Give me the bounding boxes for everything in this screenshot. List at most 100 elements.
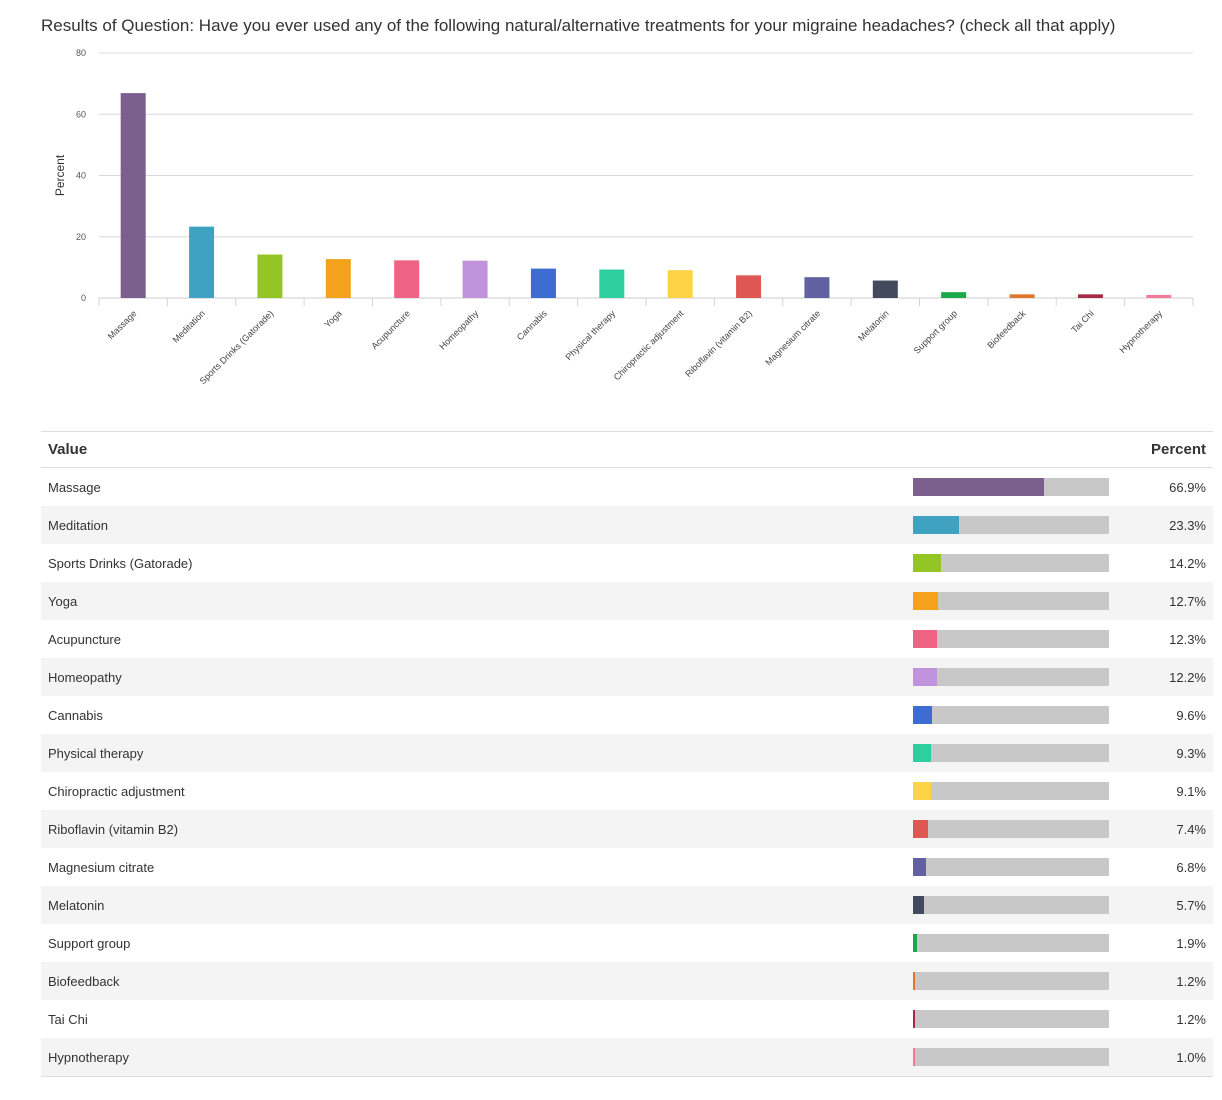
bar-cell: [913, 848, 1109, 886]
value-cell: Yoga: [41, 582, 913, 620]
percent-cell: 1.2%: [1109, 962, 1213, 1000]
table-row: Acupuncture 12.3%: [41, 620, 1213, 658]
value-cell: Chiropractic adjustment: [48, 783, 185, 799]
value-cell: Sports Drinks (Gatorade): [48, 555, 193, 571]
percent-bar-fill: [913, 706, 932, 724]
table-row: Meditation 23.3%: [41, 506, 1213, 544]
value-cell: Meditation: [41, 506, 913, 544]
value-cell: Biofeedback: [41, 962, 913, 1000]
percent-bar-fill: [913, 782, 931, 800]
page-title: Results of Question: Have you ever used …: [41, 16, 1116, 35]
value-cell: Riboflavin (vitamin B2): [41, 810, 913, 848]
x-tick-label: Support group: [912, 308, 959, 355]
bar-riboflavin-vitamin-b2-: [736, 275, 762, 298]
percent-bar-track: [913, 820, 1109, 838]
percent-bar-track: [913, 516, 1109, 534]
table-row: Hypnotherapy 1.0%: [41, 1038, 1213, 1077]
results-table: Value Percent Massage 66.9% Meditation 23.3…: [41, 431, 1213, 1077]
x-tick-label: Melatonin: [856, 308, 891, 343]
value-cell: Support group: [48, 935, 131, 951]
bar-cell: [913, 924, 1109, 962]
x-tick-label: Hypnotherapy: [1118, 308, 1165, 355]
percent-bar-track: [913, 934, 1109, 952]
percent-cell: 1.9%: [1176, 935, 1206, 951]
y-tick-label: 0: [81, 293, 86, 303]
percent-bar-track: [913, 478, 1109, 496]
bar-cell: [913, 468, 1109, 507]
bar-cell: [913, 506, 1109, 544]
value-cell: Hypnotherapy: [41, 1038, 913, 1077]
bar-physical-therapy: [599, 269, 625, 298]
percent-cell: 23.3%: [1109, 506, 1213, 544]
percent-bar-track: [913, 706, 1109, 724]
bar-hypnotherapy: [1146, 294, 1172, 298]
bar-cell: [913, 886, 1109, 924]
bar-cell: [913, 734, 1109, 772]
table-row: Support group 1.9%: [41, 924, 1213, 962]
percent-bar-fill: [913, 630, 938, 648]
y-tick-label: 40: [76, 171, 86, 181]
percent-bar-fill: [913, 896, 925, 914]
bar-tai-chi: [1077, 294, 1103, 298]
percent-bar-track: [913, 858, 1109, 876]
value-cell: Magnesium citrate: [48, 859, 155, 875]
value-cell: Physical therapy: [41, 734, 913, 772]
percent-cell: 14.2%: [1169, 555, 1206, 571]
bar-cannabis: [530, 268, 556, 298]
x-tick-label: Magnesium citrate: [763, 308, 822, 367]
percent-bar-track: [913, 744, 1109, 762]
percent-cell: 9.6%: [1176, 707, 1206, 723]
x-tick-label: Sports Drinks (Gatorade): [198, 308, 276, 386]
bar-acupuncture: [394, 260, 420, 298]
x-tick-label: Acupuncture: [369, 308, 412, 351]
bar-cell: [913, 772, 1109, 810]
value-cell: Homeopathy: [41, 658, 913, 696]
table-row: Melatonin 5.7%: [41, 886, 1213, 924]
bar-meditation: [189, 226, 215, 298]
table-row: Massage 66.9%: [41, 468, 1213, 507]
table-header: Value Percent: [41, 431, 1213, 468]
x-tick-label: Meditation: [171, 308, 207, 344]
percent-bar-track: [913, 782, 1109, 800]
table-row: Homeopathy 12.2%: [41, 658, 1213, 696]
bar-homeopathy: [462, 260, 488, 298]
percent-cell: 1.2%: [1176, 1011, 1206, 1027]
bar-header: [913, 431, 1109, 468]
bar-cell: [913, 962, 1109, 1000]
percent-cell: 12.2%: [1109, 658, 1213, 696]
percent-bar-track: [913, 896, 1109, 914]
x-tick-label: Cannabis: [515, 308, 549, 342]
percent-cell: 1.0%: [1109, 1038, 1213, 1077]
x-tick-label: Chiropractic adjustment: [612, 308, 686, 382]
value-cell: Massage: [48, 479, 101, 495]
percent-cell: 7.4%: [1109, 810, 1213, 848]
percent-bar-track: [913, 1010, 1109, 1028]
percent-bar-track: [913, 668, 1109, 686]
x-tick-label: Tai Chi: [1069, 308, 1096, 335]
bar-melatonin: [872, 280, 898, 298]
percent-bar-fill: [913, 858, 927, 876]
table-row: Biofeedback 1.2%: [41, 962, 1213, 1000]
percent-cell: 66.9%: [1169, 479, 1206, 495]
table-row: Physical therapy 9.3%: [41, 734, 1213, 772]
percent-bar-fill: [913, 592, 938, 610]
table-row: Sports Drinks (Gatorade) 14.2%: [41, 544, 1213, 582]
percent-bar-fill: [913, 934, 917, 952]
bar-sports-drinks-gatorade-: [257, 254, 283, 298]
bar-cell: [913, 582, 1109, 620]
table-row: Riboflavin (vitamin B2) 7.4%: [41, 810, 1213, 848]
bar-cell: [913, 1038, 1109, 1077]
bar-cell: [913, 620, 1109, 658]
percent-bar-fill: [913, 668, 937, 686]
bar-yoga: [325, 259, 351, 298]
x-tick-label: Riboflavin (vitamin B2): [683, 308, 754, 379]
percent-cell: 12.7%: [1109, 582, 1213, 620]
table-row: Chiropractic adjustment 9.1%: [41, 772, 1213, 810]
percent-cell: 9.1%: [1176, 783, 1206, 799]
bar-biofeedback: [1009, 294, 1035, 298]
x-tick-label: Physical therapy: [563, 308, 617, 362]
y-tick-label: 60: [76, 109, 86, 119]
bar-massage: [120, 93, 146, 299]
table-row: Tai Chi 1.2%: [41, 1000, 1213, 1038]
